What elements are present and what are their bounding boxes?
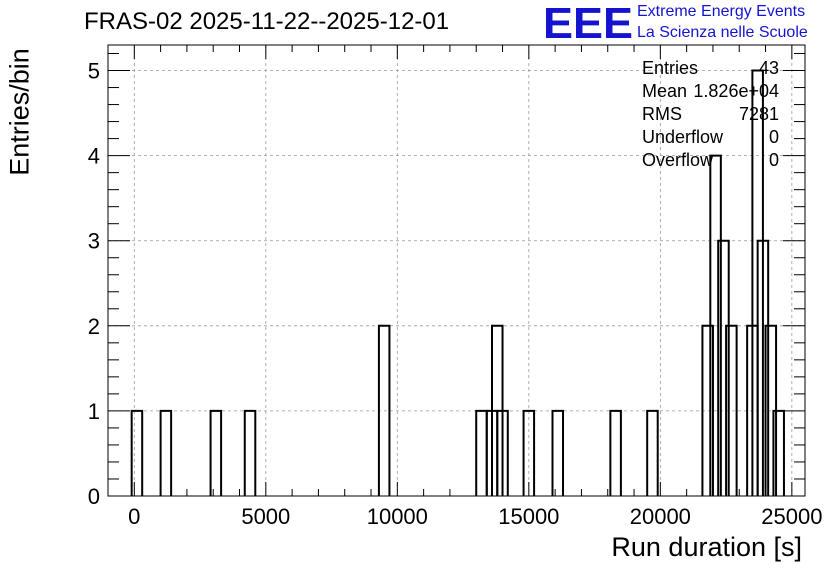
- stats-value: 7281: [738, 104, 779, 124]
- eee-logo-text: EEE: [543, 1, 633, 43]
- histogram-bin: [209, 409, 223, 496]
- y-tick-label: 3: [88, 229, 100, 254]
- histogram-bin: [551, 409, 565, 496]
- eee-logo: EEE: [543, 1, 633, 43]
- x-tick-label: 10000: [367, 504, 428, 529]
- logo-caption-2: La Scienza nelle Scuole: [637, 24, 808, 41]
- y-tick-label: 5: [88, 59, 100, 84]
- y-tick-label: 4: [88, 144, 100, 169]
- stats-label: RMS: [642, 104, 682, 124]
- histogram-bin: [709, 154, 722, 496]
- histogram-bin: [772, 409, 785, 496]
- histogram-bin: [717, 239, 730, 496]
- plot-frame: [107, 44, 806, 497]
- histogram-bin: [159, 409, 173, 496]
- histogram-bin: [496, 409, 509, 496]
- stats-label: Mean: [642, 81, 688, 101]
- histogram-bin: [475, 409, 488, 496]
- stats-value: 43: [758, 58, 779, 78]
- x-tick-label: 20000: [630, 504, 691, 529]
- histogram-bin: [756, 239, 770, 496]
- x-tick-label: 0: [128, 504, 140, 529]
- axis-ticks: [107, 45, 805, 497]
- y-tick-label: 2: [88, 314, 100, 339]
- histogram-bin: [646, 409, 659, 496]
- grid-lines: [108, 45, 805, 496]
- histogram-bin: [701, 324, 714, 496]
- histogram-bin: [609, 409, 622, 496]
- y-tick-label: 1: [88, 399, 100, 424]
- histogram-bin: [522, 409, 536, 496]
- histogram-bin: [243, 409, 257, 496]
- chart-title: FRAS-02 2025-11-22--2025-12-01: [84, 8, 450, 35]
- histogram-bin: [130, 409, 144, 496]
- histogram-bars: [130, 69, 785, 496]
- histogram-bin: [725, 324, 738, 496]
- x-axis-label: Run duration [s]: [611, 532, 802, 562]
- histogram-bin: [751, 69, 764, 496]
- stats-value: 0: [768, 150, 779, 170]
- logo-caption-1: Extreme Energy Events: [637, 3, 806, 20]
- histogram-bin: [377, 324, 391, 496]
- stats-value: 1.826e+04: [693, 81, 779, 101]
- x-tick-label: 15000: [498, 504, 559, 529]
- stats-label: Underflow: [642, 127, 724, 147]
- y-tick-label: 0: [88, 484, 100, 509]
- stats-label: Entries: [642, 58, 699, 78]
- tick-labels: 0 5000 10000 15000 20000 25000 0 1 2 3 4 5: [88, 59, 823, 529]
- x-tick-label: 25000: [761, 504, 822, 529]
- stats-value: 0: [768, 127, 779, 147]
- stats-label: Overflow: [642, 150, 714, 170]
- x-tick-label: 5000: [241, 504, 290, 529]
